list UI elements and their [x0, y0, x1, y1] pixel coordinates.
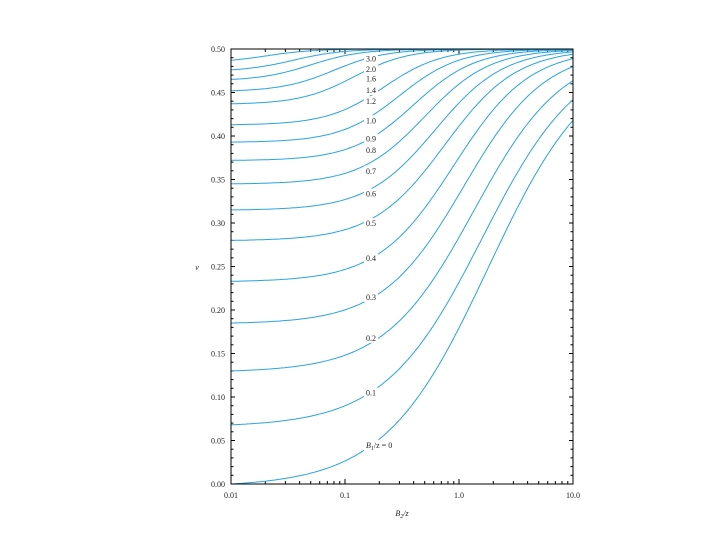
x-axis-title-sub: 2: [400, 514, 403, 520]
curve-1-2: [231, 48, 573, 105]
x-tick-label: 1.0: [454, 491, 464, 500]
curve-label-bg: [364, 332, 379, 343]
curve-0-6: [231, 51, 574, 211]
curve-B-z-0: [230, 120, 574, 485]
y-tick-label: 0.45: [211, 89, 225, 98]
curve-label: 0.7: [366, 167, 376, 176]
curve-label-bg: [364, 188, 379, 199]
curves: [230, 48, 574, 485]
curve-label: 1.4: [366, 86, 376, 95]
curve-0-8: [230, 49, 573, 161]
curve-0-7: [230, 49, 574, 185]
curve-label: 2.0: [366, 65, 376, 74]
curve-label-bg: [364, 133, 379, 144]
plot-frame: [230, 48, 574, 485]
curve-label: 0.1: [366, 389, 376, 398]
curve-0-9: [231, 48, 573, 143]
curve-label: 0.3: [366, 293, 376, 302]
curve-label-bg: [364, 144, 379, 155]
x-tick-label: 0.01: [224, 491, 238, 500]
curve-label: 0.9: [366, 135, 376, 144]
curve-label: B1/z = 0: [366, 441, 392, 452]
y-tick-label: 0.15: [211, 350, 225, 359]
curve-labels: B1/z = 0 0.1 0.2 0.3 0.4 0.5 0.6 0.7 0.8 0.9 1.0 1.…: [364, 53, 399, 452]
curve-label-bg: [364, 387, 379, 398]
curve-0-1: [230, 99, 574, 426]
curve-0-4: [230, 58, 574, 282]
y-axis-title: ν: [195, 263, 199, 272]
curve-1-0: [231, 48, 573, 126]
y-tick-label: 0.00: [211, 480, 225, 489]
curve-label-bg: [364, 53, 379, 64]
x-axis-title-rest: /z: [402, 509, 409, 518]
curve-0-2: [230, 80, 574, 372]
curve-0-5: [231, 53, 574, 241]
curve-label-bg: [364, 64, 379, 75]
curve-label-bg: [364, 165, 379, 176]
curve-label-bg: [364, 439, 399, 451]
curve-label: 0.4: [366, 254, 376, 263]
x-axis-title-main: B: [395, 509, 400, 518]
curve-0-3: [230, 66, 574, 324]
y-tick-label: 0.20: [211, 306, 225, 315]
y-tick-label: 0.40: [211, 132, 225, 141]
curve-label-bg: [364, 291, 379, 302]
curve-label: 1.2: [366, 97, 376, 106]
y-tick-label: 0.35: [211, 176, 225, 185]
curve-label-bg: [364, 73, 379, 84]
curve-label: 0.8: [366, 146, 376, 155]
curve-label: 1.6: [366, 75, 376, 84]
curve-label-bg: [364, 96, 379, 107]
curve-label-bg: [364, 218, 379, 228]
curve-label-bg: [364, 115, 379, 126]
x-axis-title: B2/z: [395, 509, 409, 520]
curve-label: 0.5: [366, 219, 376, 228]
x-tick-label: 10.0: [566, 491, 580, 500]
y-tick-label: 0.25: [211, 263, 225, 272]
y-tick-label: 0.50: [211, 45, 225, 54]
curve-label: 0.2: [366, 334, 376, 343]
curve-label: 0.6: [366, 189, 376, 198]
x-tick-label: 0.1: [340, 491, 350, 500]
y-tick-label: 0.05: [211, 437, 225, 446]
curve-label-bg: [364, 84, 379, 95]
curve-label-bg: [364, 252, 379, 263]
curve-label: 1.0: [366, 116, 376, 125]
axis-ticks: 0.00 0.05 0.10 0.15 0.20 0.25 0.30 0.35 0.40 0.45…: [211, 45, 580, 500]
curve-label: 3.0: [366, 55, 376, 64]
y-tick-label: 0.10: [211, 393, 225, 402]
y-tick-label: 0.30: [211, 219, 225, 228]
